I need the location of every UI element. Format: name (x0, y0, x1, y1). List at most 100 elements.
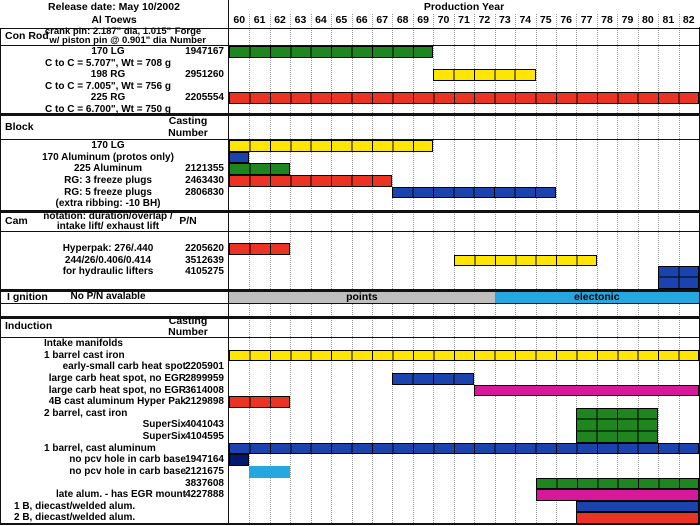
grid-line (433, 14, 435, 523)
grid-line (269, 14, 271, 523)
gantt-bar-label-points: points (229, 291, 495, 303)
number-column-header: Number (168, 325, 208, 338)
gantt-bar-blue (392, 186, 556, 199)
row-label: no pcv hole in carb base (69, 454, 186, 466)
year-label: 63 (294, 14, 307, 26)
year-label: 75 (539, 14, 552, 26)
year-label: 80 (642, 14, 654, 26)
row-label: RG: 3 freeze plugs (64, 175, 152, 186)
gantt-bar-yellow (229, 140, 434, 152)
grid-line (637, 14, 639, 523)
section-name: Induction (5, 320, 53, 332)
grid-line (535, 14, 537, 523)
section-rule (0, 27, 700, 29)
part-number: 2121355 (185, 163, 224, 175)
grid-line (310, 14, 312, 523)
row-label: C to C = 6.700", Wt = 750 g (45, 103, 171, 115)
row-label: No P/N avalable (70, 291, 146, 302)
gantt-bar-yellow (433, 69, 536, 81)
year-label: 60 (233, 14, 246, 26)
section-rule (0, 316, 700, 319)
release-date: Release date: May 10/2002 (48, 1, 180, 13)
section-name: Block (5, 121, 34, 133)
section-desc-header: notation: duration/overlap / (43, 211, 173, 222)
part-number: 4105275 (185, 266, 224, 278)
year-label: 71 (458, 14, 470, 26)
gantt-bar-green (229, 163, 291, 175)
part-number: 4104595 (185, 431, 224, 442)
left-border (0, 28, 2, 525)
row-label: Intake manifolds (44, 338, 123, 349)
section-desc-header: w/ piston pin @ 0.901" dia (49, 34, 167, 46)
year-label: 72 (478, 14, 491, 26)
year-label: 61 (253, 14, 266, 26)
row-label: RG: 5 freeze plugs (64, 186, 152, 198)
grid-line (515, 14, 517, 523)
right-border (698, 27, 700, 525)
grid-line (453, 14, 455, 523)
row-label: 1 barrel, cast aluminum (44, 442, 156, 454)
number-column-header: Number (170, 34, 206, 46)
gantt-bar-yellow (229, 349, 699, 362)
grid-line (331, 14, 333, 523)
row-label: SuperSix (142, 419, 186, 431)
production-year-axis-title: Production Year (423, 1, 505, 13)
grid-line (412, 14, 414, 523)
gantt-bar-red (229, 92, 699, 104)
gantt-bar-blue (392, 372, 475, 385)
row-label: large carb heat spot, no EGR (48, 384, 186, 396)
row-label: 225 Aluminum (74, 163, 142, 175)
part-number: 3837608 (185, 477, 224, 489)
gantt-bar-green (229, 46, 434, 58)
part-number: 2463430 (185, 175, 224, 186)
gantt-bar-navy (229, 454, 250, 466)
row-label: (extra ribbing: -10 BH) (55, 198, 161, 210)
section-rule (0, 337, 700, 339)
year-label: 76 (560, 14, 572, 26)
section-name: Cam (5, 215, 28, 227)
gantt-bar-magenta (535, 489, 699, 501)
row-label: 2 barrel, cast iron (44, 407, 128, 419)
section-rule (0, 139, 700, 141)
row-label: large carb heat spot, no EGR (48, 372, 186, 384)
number-col-border (228, 0, 230, 525)
part-number: 1947167 (185, 46, 224, 57)
part-number: 2121675 (185, 465, 224, 477)
gantt-bar-cyan (249, 465, 291, 478)
year-label: 82 (682, 14, 695, 26)
grid-line (351, 14, 353, 523)
year-label: 69 (417, 14, 429, 26)
row-label: no pcv hole in carb base (69, 465, 186, 477)
gantt-bar-green (576, 407, 659, 443)
part-number: 2205901 (185, 361, 224, 373)
section-rule (0, 44, 700, 46)
year-label: 68 (396, 14, 409, 26)
part-number: 2899959 (185, 372, 224, 384)
number-column-header: Number (168, 126, 208, 139)
part-number: 2806830 (185, 186, 224, 198)
grid-line (555, 14, 557, 523)
grid-line (249, 14, 251, 523)
part-number: 2205620 (185, 243, 224, 255)
row-label: SuperSix (142, 431, 186, 442)
section-rule (0, 210, 700, 213)
gantt-bar-label-electonic: electonic (494, 291, 699, 303)
year-label: 79 (621, 14, 634, 26)
gantt-bar-red (229, 396, 291, 408)
year-label: 67 (376, 14, 389, 26)
number-column-header: Casting (168, 315, 208, 327)
author-name: Al Toews (91, 14, 137, 26)
gantt-bar-blue (576, 500, 699, 513)
number-column-header: Forge (174, 26, 202, 37)
grid-line (617, 14, 619, 523)
section-desc-header: intake lift/ exhaust lift (56, 220, 160, 232)
part-number: 1947164 (185, 454, 224, 466)
section-name: I gnition (7, 291, 48, 303)
year-label: 62 (274, 14, 286, 26)
grid-line (372, 14, 374, 523)
row-label: 244/26/0.406/0.414 (64, 254, 152, 266)
grid-line (290, 14, 292, 523)
gantt-bar-blue (229, 151, 250, 164)
gantt-bar-red (229, 175, 393, 187)
row-label: 2 B, diecast/welded alum. (14, 512, 136, 524)
